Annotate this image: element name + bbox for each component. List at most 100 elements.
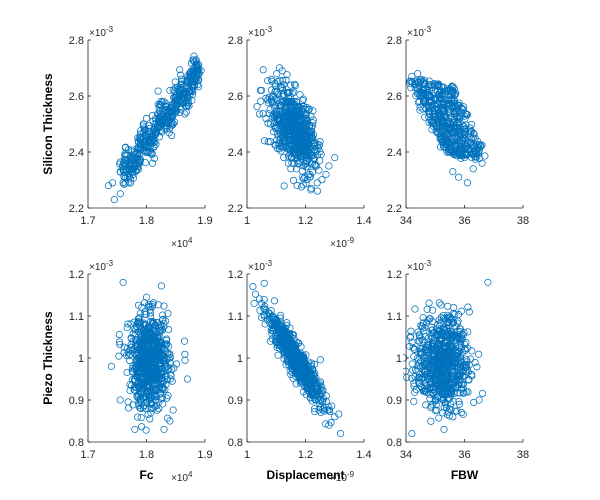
data-point [410, 379, 418, 387]
data-point [320, 407, 328, 415]
data-point [264, 77, 272, 85]
data-point [306, 146, 314, 154]
data-points [104, 52, 205, 204]
data-point [325, 162, 333, 170]
data-point [284, 333, 292, 342]
data-point [307, 367, 315, 376]
data-point [433, 124, 441, 132]
data-point [149, 327, 158, 335]
axis-exponent-label: ×10-3 [248, 259, 273, 273]
data-point [282, 127, 291, 135]
data-point [128, 367, 136, 375]
data-point [440, 119, 448, 127]
data-point [151, 380, 159, 388]
data-point [311, 396, 319, 404]
data-point [154, 87, 162, 95]
data-point [298, 173, 306, 181]
data-point [437, 313, 445, 322]
data-point [140, 337, 149, 346]
x-axis-label: Fc [139, 468, 153, 482]
data-point [250, 299, 258, 307]
data-point [453, 384, 461, 392]
data-point [449, 355, 458, 363]
data-point [272, 87, 280, 95]
data-point [127, 153, 135, 161]
data-point [460, 112, 468, 120]
data-point [188, 77, 196, 85]
data-point [424, 317, 432, 325]
data-point [152, 339, 160, 347]
data-point [297, 369, 305, 377]
data-point [131, 154, 139, 162]
data-point [297, 359, 305, 367]
data-point [149, 159, 157, 167]
y-tick-label: 2.8 [387, 35, 402, 47]
data-point [442, 400, 450, 408]
data-point [460, 154, 469, 162]
data-point [445, 85, 453, 93]
data-point [181, 110, 189, 118]
data-point [134, 301, 143, 309]
data-point [186, 90, 194, 98]
data-point [166, 86, 174, 94]
data-point [280, 347, 288, 355]
scatter-panel-2-1: 1.7 1.8 1.9 0.8 0.9 1 1.1 1.2 ×10-3 ×104 Piezo Thi… [41, 259, 213, 484]
data-point [269, 322, 277, 330]
x-tick-label: 34 [400, 215, 412, 227]
data-point [288, 117, 297, 125]
data-point [128, 381, 136, 390]
data-point [140, 381, 149, 389]
data-point [300, 162, 308, 170]
axis-exponent-label: ×10-9 [330, 236, 355, 250]
data-point [160, 425, 168, 433]
data-point [452, 375, 461, 383]
y-tick-label: 2.2 [69, 203, 84, 215]
data-point [115, 330, 123, 339]
data-point [440, 99, 448, 107]
data-point [414, 98, 423, 107]
scatter-panel-2-2: 1 1.2 1.4 0.8 0.9 1 1.1 1.2 ×10-3 ×10-9Displaceme… [228, 259, 372, 484]
data-point [335, 410, 343, 418]
data-point [414, 70, 422, 78]
data-point [146, 374, 154, 382]
y-tick-label: 2.6 [387, 91, 402, 103]
data-point [304, 171, 312, 179]
data-point [471, 358, 479, 367]
data-point [418, 349, 426, 357]
data-point [146, 415, 154, 423]
data-point [167, 104, 175, 112]
data-point [297, 105, 306, 113]
data-point [178, 75, 186, 83]
x-tick-label: 38 [517, 449, 529, 461]
data-point [147, 363, 155, 371]
data-point [273, 145, 282, 153]
y-tick-label: 2.2 [387, 203, 402, 215]
data-point [280, 334, 289, 342]
data-point [143, 399, 151, 407]
data-point [471, 152, 479, 161]
y-axis-label: Piezo Thickness [41, 311, 55, 405]
data-point [146, 309, 155, 317]
data-point [298, 96, 307, 105]
axis-exponent-label: ×10-3 [89, 25, 114, 39]
data-point [279, 76, 287, 85]
data-point [435, 414, 443, 422]
data-point [136, 145, 144, 154]
data-point [437, 301, 445, 309]
data-point [137, 140, 145, 148]
y-tick-label: 1.1 [228, 311, 243, 323]
data-point [137, 335, 145, 343]
data-point [433, 406, 441, 414]
data-point [285, 360, 293, 369]
data-point [127, 334, 135, 342]
data-point [427, 404, 435, 412]
data-point [407, 327, 415, 335]
data-point [439, 128, 447, 137]
data-point [110, 196, 118, 204]
data-point [162, 348, 170, 356]
data-point [183, 375, 192, 383]
data-point [413, 90, 421, 98]
data-point [287, 98, 296, 106]
data-point [425, 334, 433, 342]
